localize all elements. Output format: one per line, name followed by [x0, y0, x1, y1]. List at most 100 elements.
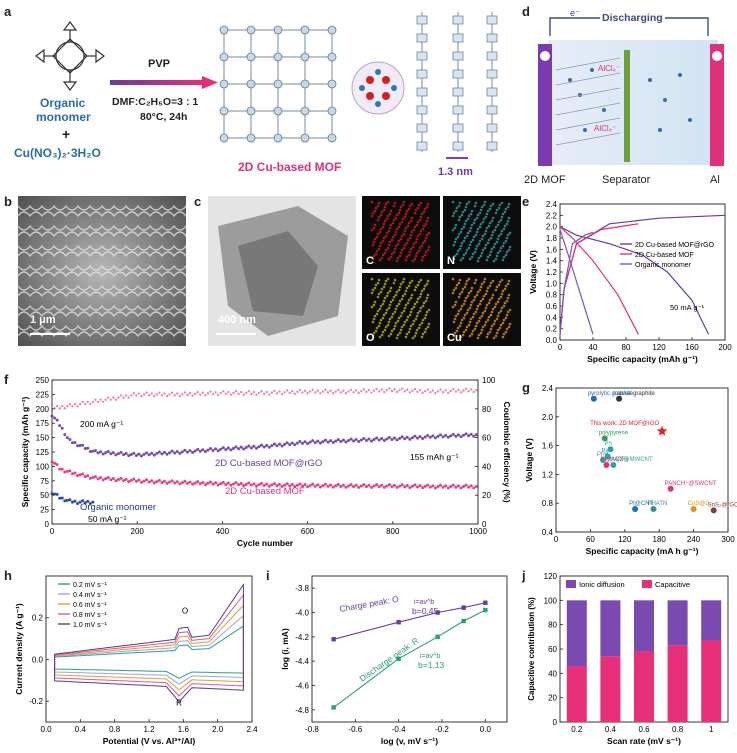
data-point [132, 392, 135, 395]
data-point [339, 485, 343, 489]
eds-dot [420, 335, 424, 339]
eds-map-cu: Cu [443, 273, 521, 346]
y-axis-label: Current density (A g⁻¹) [14, 603, 24, 695]
stack-unit [452, 105, 464, 115]
eds-dot [452, 334, 456, 338]
data-point [50, 414, 54, 418]
eds-dot [389, 223, 393, 227]
eds-dot [386, 323, 390, 327]
data-point [423, 389, 427, 393]
data-point [216, 449, 220, 453]
lattice-node [300, 25, 310, 35]
panel-a: a Organic monomer + Cu(NO₃)₂·3H₂O PVP DM… [0, 0, 510, 185]
x-axis-label: log (v, mV s⁻¹) [381, 736, 438, 746]
eds-dot [425, 233, 429, 237]
lattice-node [327, 106, 337, 116]
eds-dot [377, 278, 381, 282]
eds-dot [421, 318, 425, 322]
eds-dot [467, 246, 471, 250]
data-point [428, 435, 432, 439]
eds-dot [470, 223, 474, 227]
eds-dot [407, 284, 411, 288]
x-tick-label: 0.4 [605, 725, 617, 734]
bar-segment [667, 645, 688, 722]
data-point [129, 452, 133, 456]
panel-h: h 0.0 0.4 0.8 1.2 1.6 2.0 2.4 -0.2 0.0 0.2 Potenti… [0, 562, 260, 753]
legend-label: 2D Cu-based MOF@rGO [635, 242, 715, 249]
eds-dot [405, 286, 409, 290]
data-point [247, 481, 251, 485]
data-point [134, 479, 138, 483]
data-point [362, 388, 366, 391]
eds-dot [377, 324, 381, 328]
lattice-node [246, 133, 256, 143]
eds-dot [410, 279, 414, 283]
data-point [336, 482, 340, 486]
eds-dot [494, 334, 498, 338]
data-point [439, 483, 443, 487]
data-point [68, 437, 72, 441]
eds-dot [426, 325, 430, 329]
data-point [280, 484, 284, 488]
eds-dot [392, 327, 396, 331]
data-point [252, 444, 256, 448]
eds-dot [388, 289, 392, 293]
data-point [96, 400, 100, 404]
eds-dot [489, 204, 493, 208]
data-point [150, 392, 153, 395]
panel-e: e 0 40 80 120 160 200 0.0 0.2 0.4 0.6 0.8 1.0 1.2 1.4… [520, 192, 737, 372]
eds-dot [373, 286, 377, 290]
data-point [229, 448, 233, 452]
legend-label: 0.8 mV s⁻¹ [73, 612, 107, 619]
data-point [331, 485, 335, 489]
data-point [334, 484, 338, 488]
data-point [710, 507, 717, 514]
eds-dot [402, 323, 406, 327]
eds-dot [384, 248, 388, 252]
eds-dot [469, 303, 473, 307]
point-label: PANCH⁺@SWCNT [665, 480, 717, 487]
data-point [365, 390, 368, 394]
eds-dot [398, 285, 402, 289]
eds-dot [400, 220, 404, 224]
eds-dot [373, 209, 377, 213]
eds-dot [421, 227, 425, 231]
eds-dot [479, 285, 483, 289]
eds-dot [453, 303, 457, 307]
data-point [380, 388, 383, 391]
data-point [160, 452, 164, 456]
eds-dot [371, 211, 375, 215]
data-point [323, 482, 327, 486]
eds-dot [405, 241, 409, 245]
lattice-node [327, 133, 337, 143]
eds-dot [418, 295, 422, 299]
chart-i: -0.8 -0.6 -0.4 -0.2 0.0 -4.8 -4.6 -4.4 -4.2 -4.0 -… [280, 575, 508, 746]
eds-dot [490, 233, 494, 237]
data-point [124, 394, 128, 397]
data-point [377, 390, 381, 393]
eds-dot [501, 212, 505, 216]
eds-dot [409, 296, 413, 300]
eds-dot [478, 302, 482, 306]
data-point [405, 435, 409, 439]
eds-dot [481, 220, 485, 224]
eds-dot [415, 328, 419, 332]
eds-dot [502, 304, 506, 308]
sem-texture [18, 284, 186, 291]
eds-dot [422, 301, 426, 305]
data-point [206, 448, 210, 452]
data-point [211, 482, 215, 486]
eds-dot [474, 278, 478, 282]
x-tick-label: 0.0 [40, 725, 52, 734]
eds-dot [473, 295, 477, 299]
lattice-node [300, 106, 310, 116]
eds-dot [501, 335, 505, 339]
eds-dot [371, 288, 375, 292]
data-point [390, 389, 394, 393]
data-point [339, 391, 343, 394]
stack-unit [416, 141, 428, 151]
eds-dot [421, 332, 425, 336]
data-point [50, 409, 54, 412]
y-tick-label: 0.8 [546, 291, 558, 300]
data-point [214, 391, 217, 394]
